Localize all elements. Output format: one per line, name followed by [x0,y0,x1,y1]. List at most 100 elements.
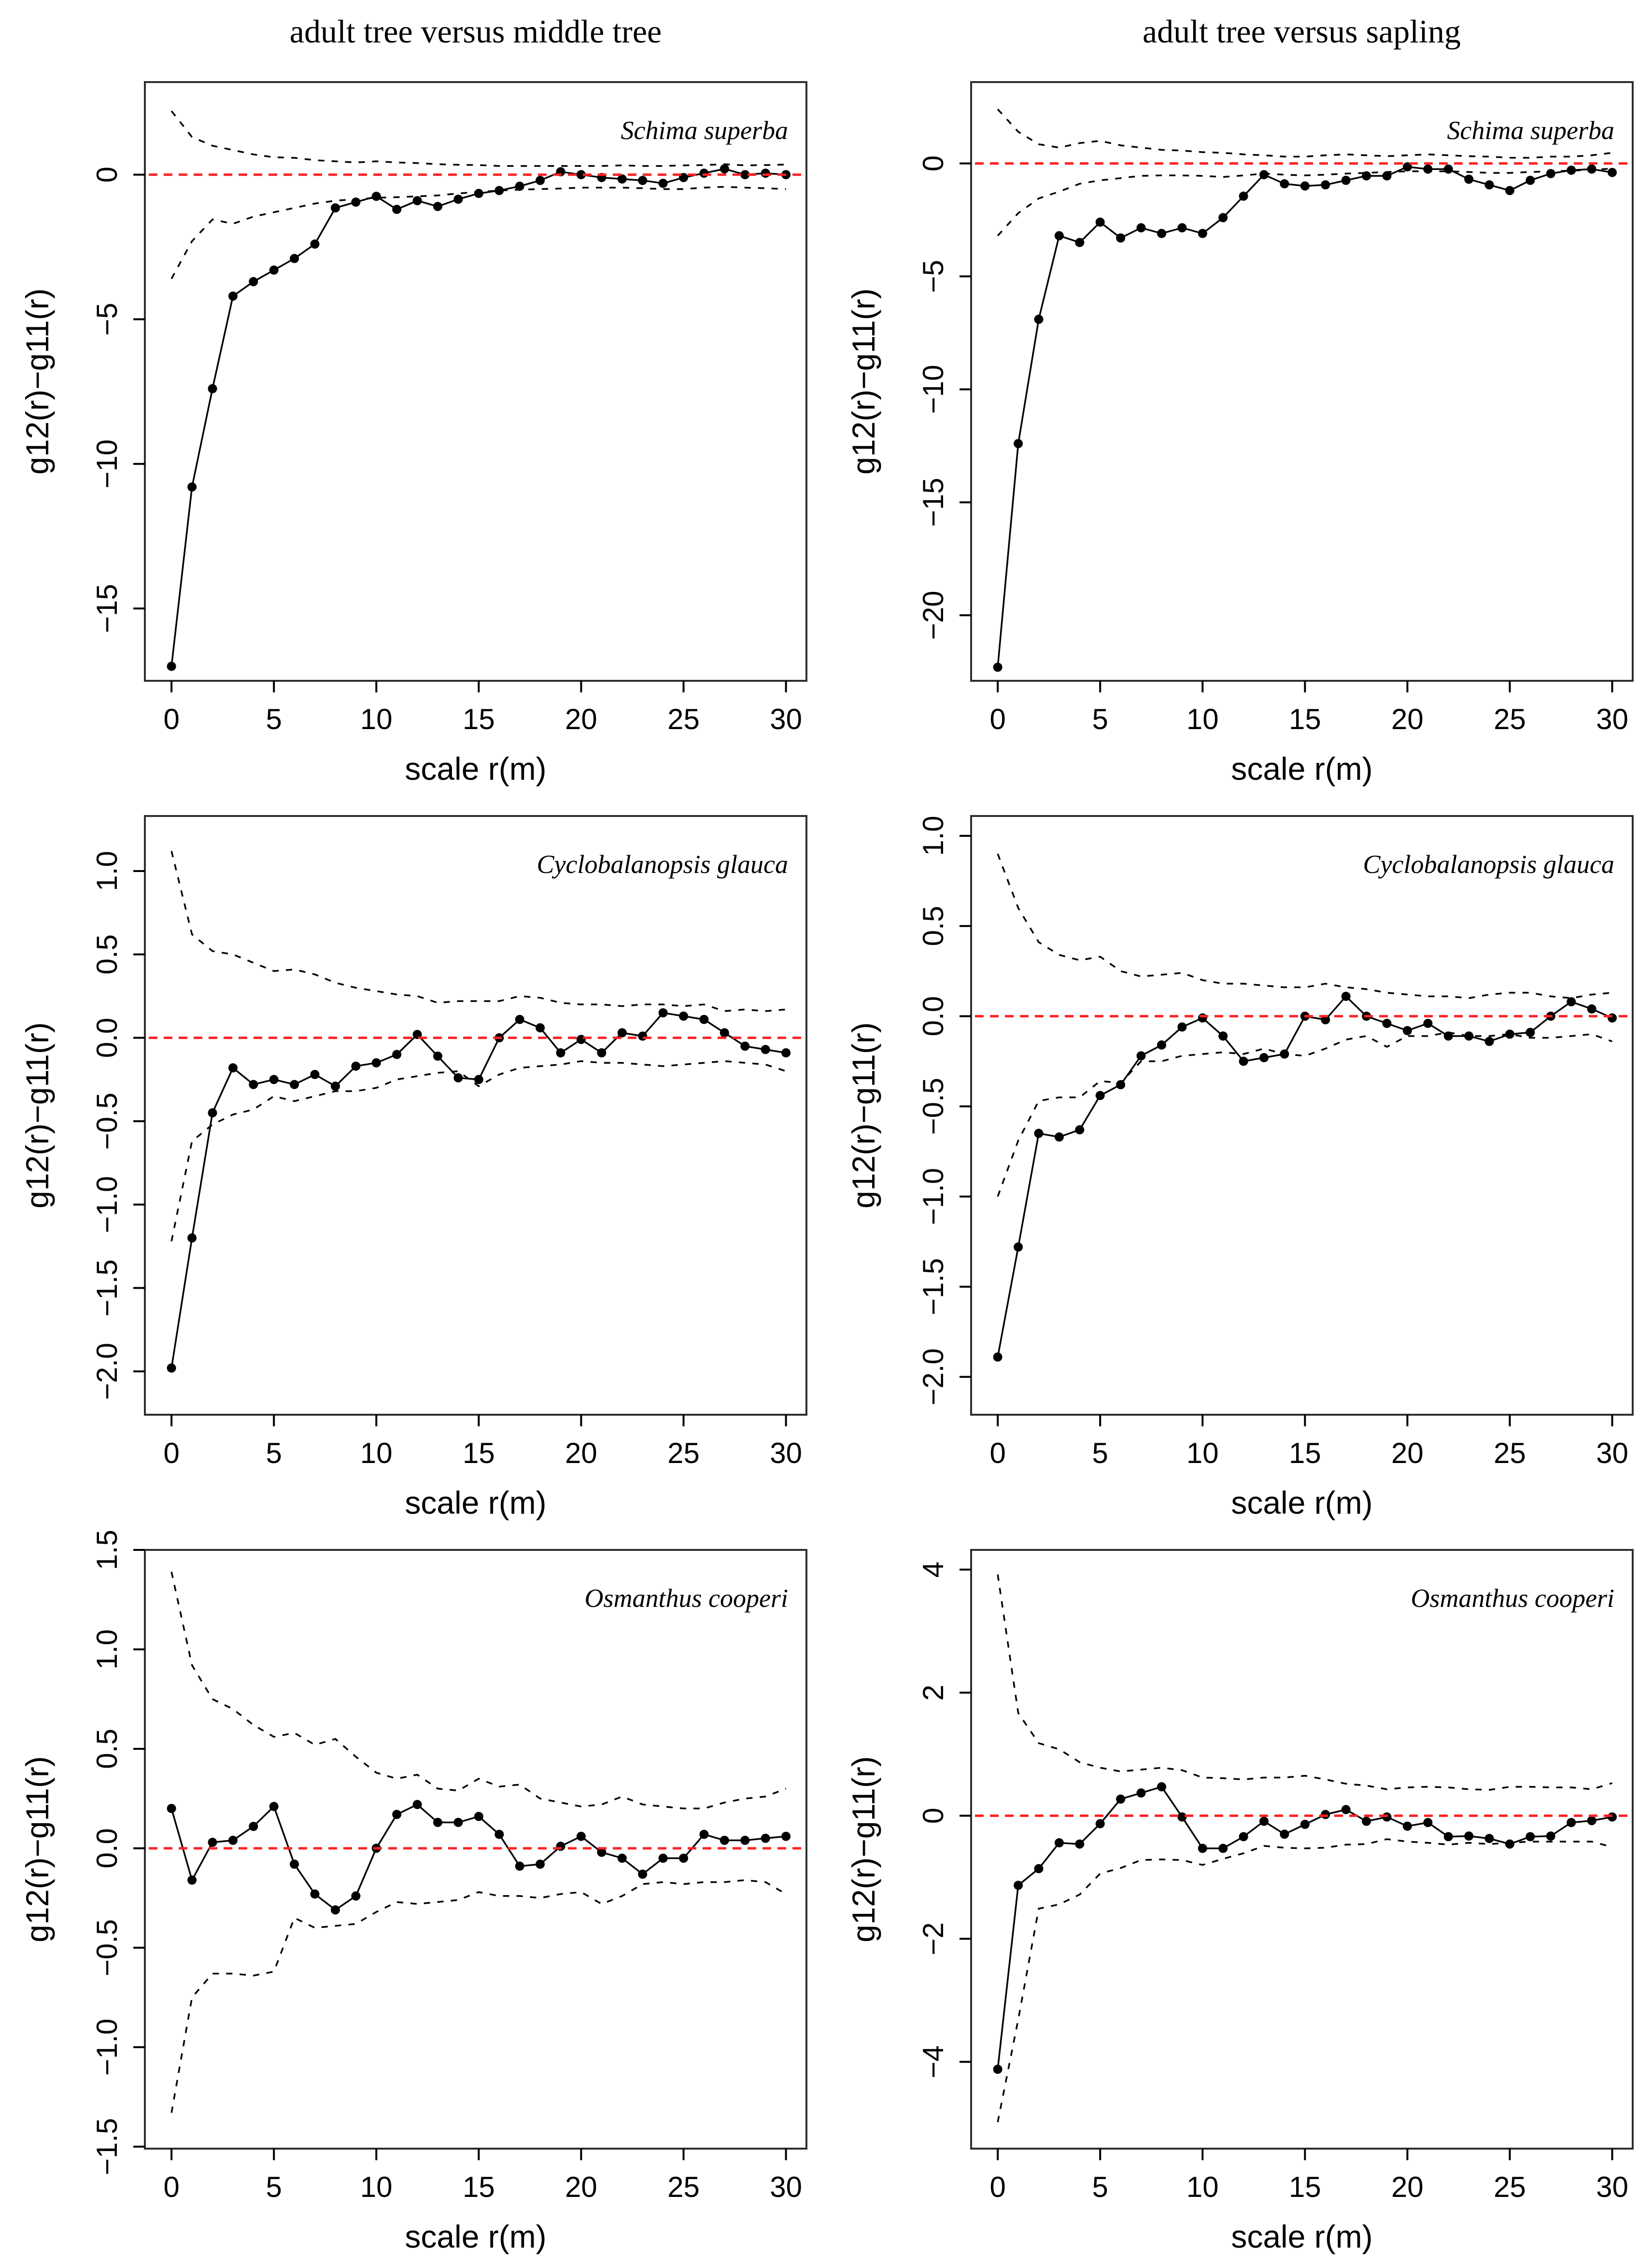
x-tick-label: 10 [1186,1437,1218,1469]
x-tick-label: 30 [1596,2171,1628,2203]
observed-point [167,1363,176,1373]
observed-point [1320,1810,1330,1819]
observed-point [1074,238,1084,247]
y-tick-label: 2 [917,1685,949,1701]
lower-envelope-line [170,1879,787,2113]
observed-point [249,1080,258,1089]
y-tick-label: −1.5 [917,1258,949,1315]
observed-point [453,195,463,204]
y-tick-label: 0.0 [91,1828,123,1868]
plot-box [144,1549,807,2150]
y-tick-label: 0 [917,1808,949,1824]
observed-point [515,1014,524,1024]
observed-point [1218,213,1228,223]
observed-point [993,2065,1002,2074]
observed-point [1300,181,1310,191]
column-title-right: adult tree versus sapling [1142,13,1461,50]
observed-point [310,1889,320,1899]
y-axis-label: g12(r)−g11(r) [19,1756,55,1942]
y-tick-label: 0.0 [91,1018,123,1058]
observed-point [412,196,422,206]
observed-point [290,1080,299,1089]
observed-point [1115,1080,1125,1089]
observed-point [269,1801,279,1811]
charts-grid: 0 5 10 15 20 25 30 0 −5 −10 −15 scale r(m) g12(r)−g1… [0,63,1652,2265]
x-tick-label: 20 [565,2171,597,2203]
x-axis-label: scale r(m) [1231,2219,1372,2254]
observed-point [638,1031,648,1041]
x-tick-label: 5 [266,2171,282,2203]
observed-point [1607,168,1617,177]
chart-bottom-left-osmanthus-cooperi-vs-middle: 0 5 10 15 20 25 30 1.5 1.0 0.5 0.0 −0.5 −1.0 −1.5 scal… [19,1531,807,2254]
y-tick-label: −2.0 [917,1348,949,1405]
upper-envelope-line [996,853,1612,999]
upper-envelope-line [170,851,786,1012]
observed-point [392,1810,402,1819]
observed-point [433,202,442,211]
observed-point [993,662,1002,672]
observed-point [1259,170,1269,180]
observed-point [1525,176,1535,185]
observed-line [996,166,1612,668]
column-title-right-cell: adult tree versus sapling [826,13,1652,51]
observed-point [1095,1819,1105,1829]
observed-point [1443,1031,1453,1041]
observed-point [699,169,709,178]
species-label: Cyclobalanopsis glauca [1363,850,1614,879]
observed-point [1341,1805,1351,1815]
observed-point [1443,164,1453,174]
observed-point [1198,1843,1207,1853]
observed-point [679,1012,688,1021]
observed-point [228,1836,238,1845]
upper-envelope-line [170,110,786,167]
observed-point [331,1082,340,1091]
y-tick-label: −5 [917,260,949,293]
observed-point [1484,180,1494,190]
y-tick-label: 0.5 [91,934,123,974]
observed-point [1034,1864,1043,1873]
observed-point [290,1859,299,1869]
observed-point [1566,166,1576,175]
observed-point [617,1028,627,1038]
observed-point [1484,1037,1494,1046]
observed-point [1423,164,1432,174]
observed-point [1013,1881,1023,1890]
x-tick-label: 5 [266,703,282,735]
observed-point [638,1870,648,1879]
y-tick-label: −1.0 [917,1168,949,1225]
x-tick-label: 15 [1288,703,1321,735]
observed-point [720,1836,729,1845]
y-tick-label: −5 [91,303,123,336]
upper-envelope-line [170,1571,787,1810]
observed-point [228,1063,238,1073]
x-tick-label: 25 [1494,1437,1526,1469]
x-tick-label: 20 [1391,1437,1424,1469]
observed-point [1484,1834,1494,1843]
observed-point [740,170,750,180]
y-tick-label: 0.5 [917,906,949,946]
observed-point [1320,180,1330,190]
x-tick-label: 5 [1092,1437,1108,1469]
x-tick-label: 5 [1092,2171,1108,2203]
observed-point [1525,1832,1535,1842]
observed-point [310,1069,320,1079]
chart-top-left-schima-superba-vs-middle: 0 5 10 15 20 25 30 0 −5 −10 −15 scale r(m) g12(r)−g1… [19,81,807,787]
y-tick-label: −4 [917,2045,949,2078]
observed-point [1341,992,1351,1001]
observed-point [1423,1019,1432,1028]
observed-point [1341,176,1351,185]
observed-point [1607,1013,1617,1023]
plot-box [970,81,1634,682]
y-tick-label: −0.5 [91,1919,123,1976]
observed-point [761,169,770,178]
observed-point [1115,233,1125,243]
observed-point [1320,1015,1330,1025]
observed-point [494,186,504,196]
observed-point [1239,1832,1248,1842]
x-tick-label: 5 [1092,703,1108,735]
x-axis-label: scale r(m) [405,751,546,787]
observed-point [556,1048,565,1057]
observed-point [658,179,668,188]
observed-point [474,189,483,198]
